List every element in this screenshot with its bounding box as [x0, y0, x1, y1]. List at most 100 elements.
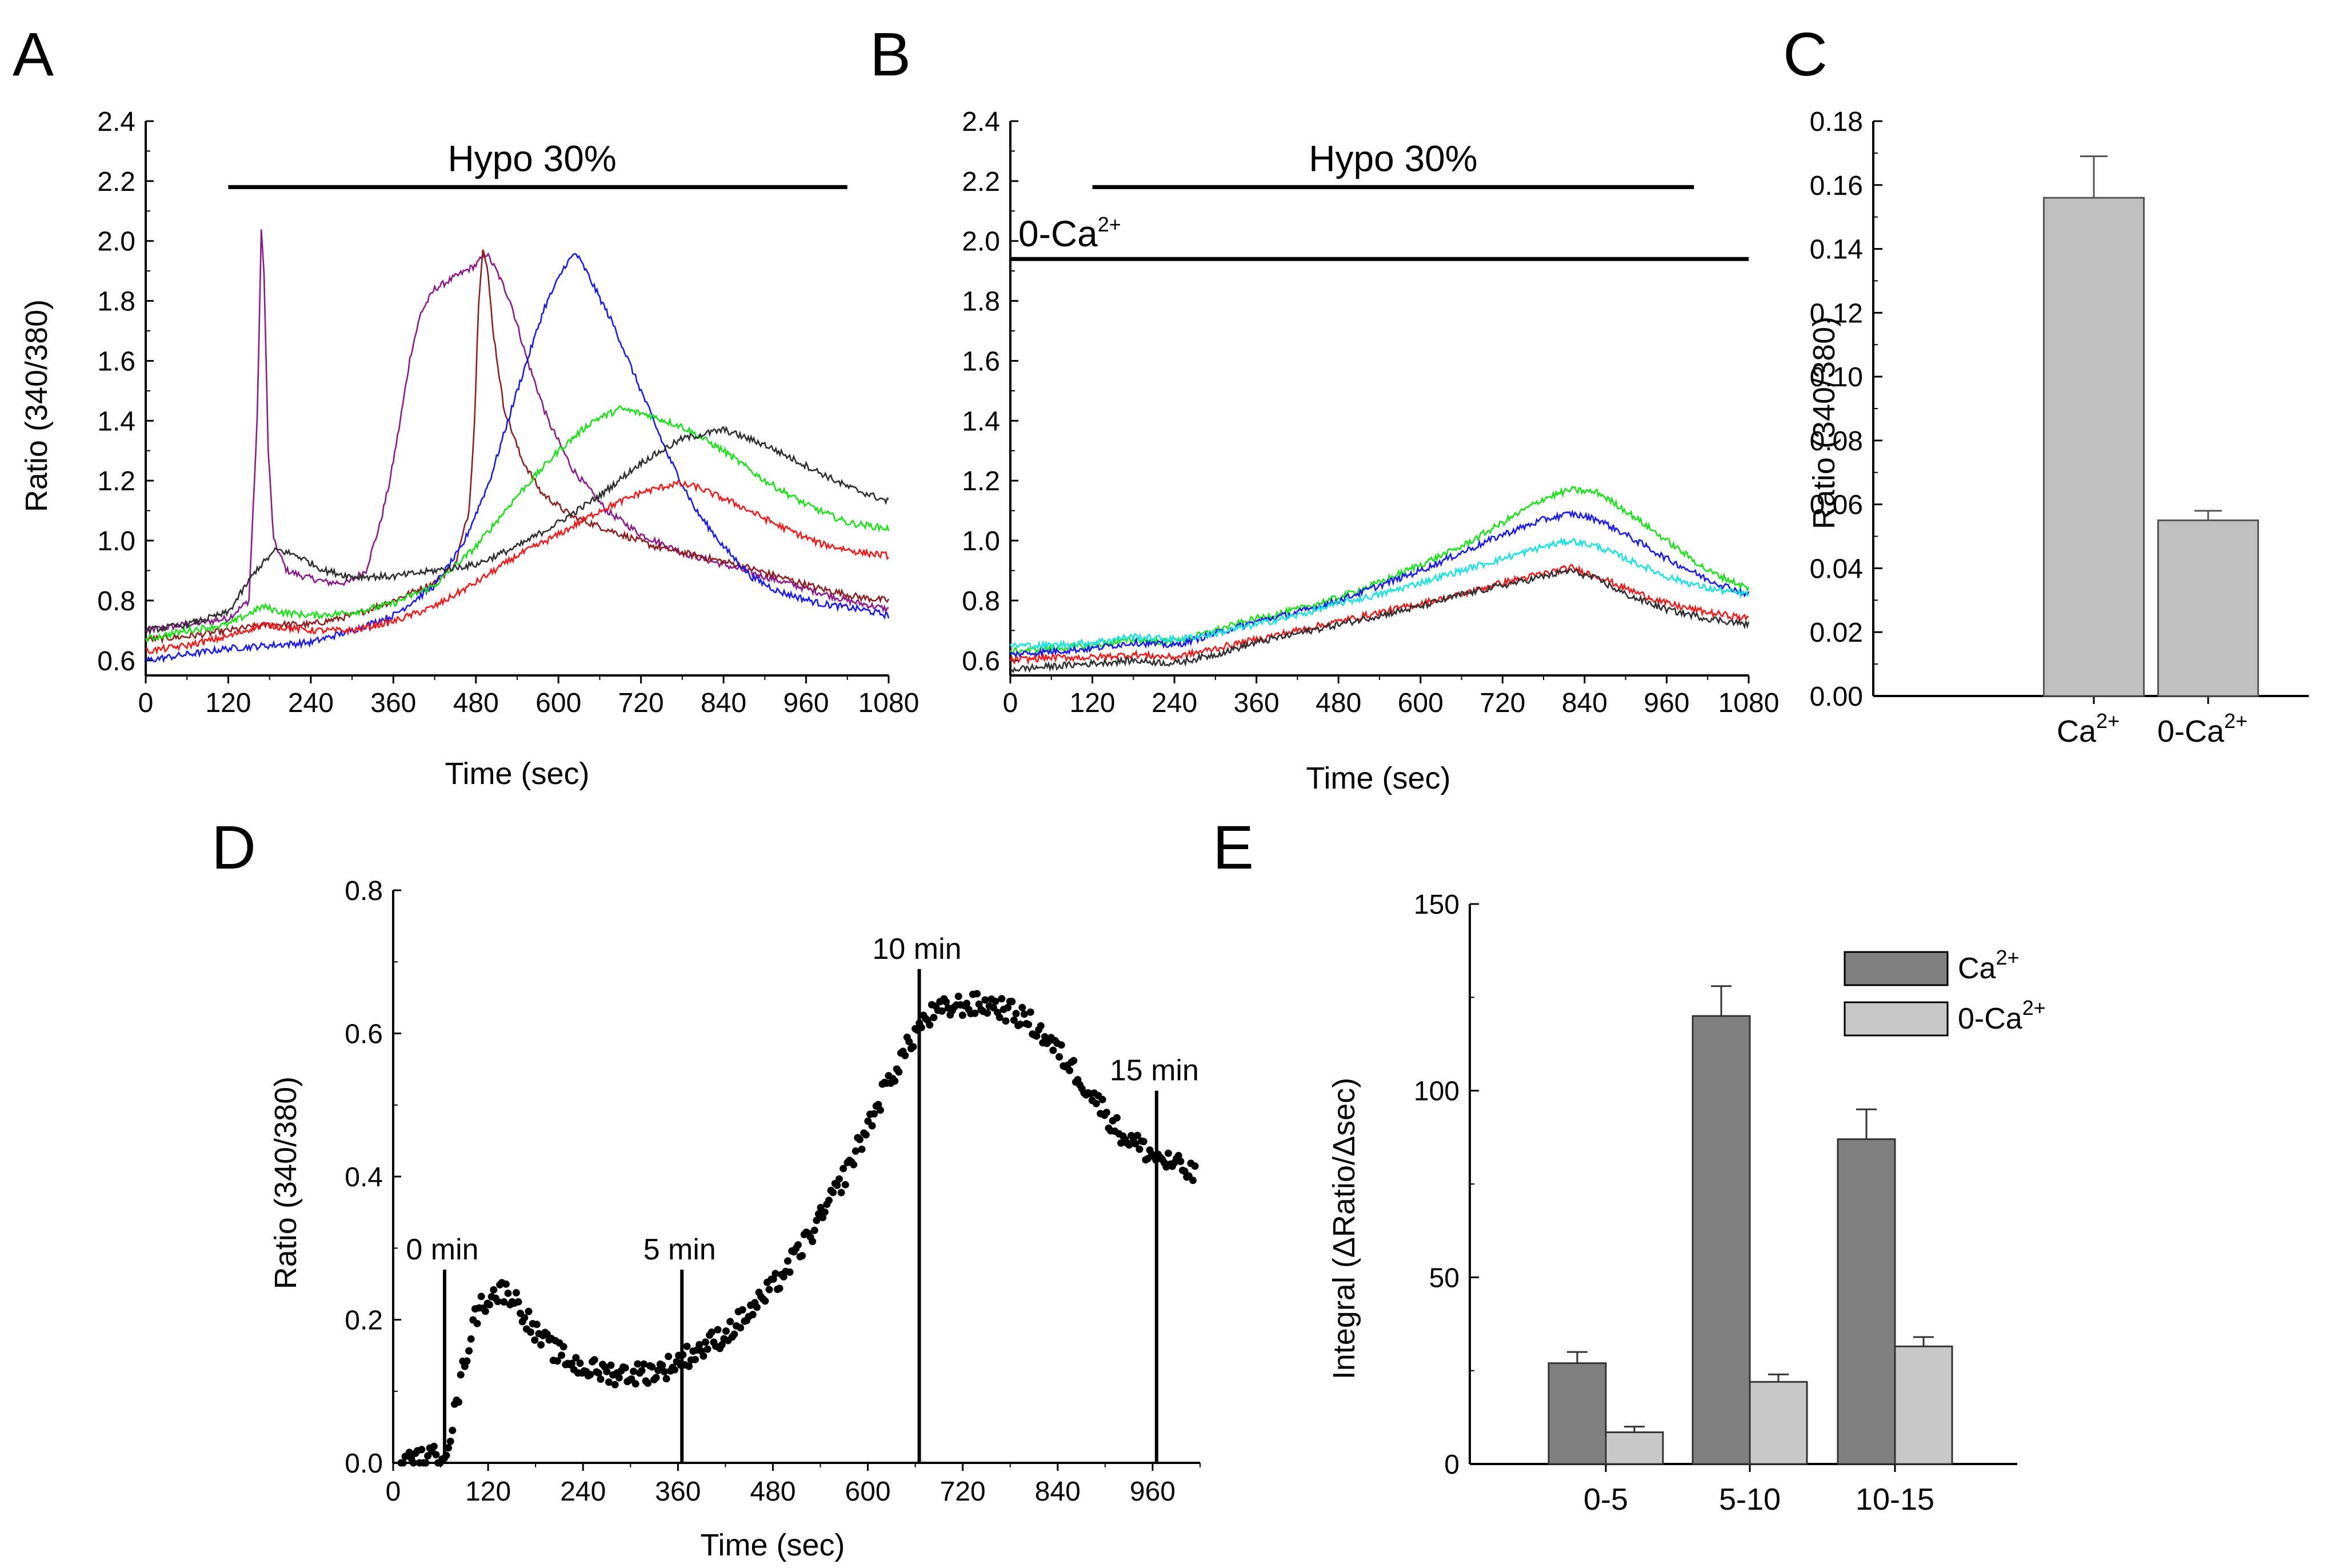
panel-e-bar: [1692, 1015, 1751, 1465]
panel-d-xlabel: Time (sec): [701, 1528, 845, 1562]
panel-letter-e: E: [1213, 813, 1254, 882]
panel-d-point: [856, 1135, 863, 1143]
panel-a-series-black: [145, 426, 889, 636]
panel-e-y-tick-label: 100: [1414, 1077, 1460, 1107]
panel-d-scatter-chart: 0 120 240 360 480 600 720 840 960 0.0 0.2 0.4 0.6 0.8…: [269, 876, 1201, 1562]
panel-a-line-chart: 0 120 240 360 480 600 720 840 960 1080 0.6 0.8 1.0 1.…: [19, 107, 919, 791]
panel-d-x-tick-label: 480: [750, 1477, 795, 1507]
panel-d-point: [703, 1345, 711, 1353]
panel-c-y-tick-label: 0.04: [1810, 554, 1863, 584]
panel-d-point: [938, 1007, 946, 1015]
panel-b-x-tick-label: 360: [1234, 688, 1280, 718]
panel-d-point: [638, 1367, 646, 1375]
panel-b-x-tick-label: 840: [1562, 688, 1608, 718]
panel-d-point: [813, 1217, 821, 1225]
panel-d-point: [707, 1328, 715, 1336]
panel-d-y-tick-label: 0.2: [345, 1306, 383, 1336]
panel-c-y-tick-label: 0.10: [1810, 362, 1863, 393]
panel-d-point: [665, 1353, 673, 1361]
panel-d-point: [835, 1175, 843, 1183]
panel-d-x-tick-label: 840: [1035, 1477, 1081, 1507]
panel-d-point: [771, 1270, 779, 1278]
panel-d-point: [603, 1367, 611, 1375]
panel-d-point: [457, 1371, 465, 1379]
panel-d-point: [652, 1374, 660, 1382]
panel-a-x-tick-label: 1080: [858, 688, 919, 718]
panel-d-point: [399, 1459, 407, 1467]
panel-d-point: [1135, 1145, 1143, 1153]
panel-d-point: [486, 1301, 494, 1309]
panel-d-point: [654, 1366, 662, 1374]
panel-d-point: [525, 1307, 533, 1315]
panel-a-ylabel: Ratio (340/380): [19, 299, 54, 512]
panel-b-hypo-label: Hypo 30%: [1309, 138, 1477, 179]
panel-e-bar: [1749, 1381, 1808, 1465]
panel-e-y-tick-label: 150: [1414, 890, 1460, 920]
panel-d-point: [671, 1366, 678, 1374]
panel-d-point: [1092, 1099, 1100, 1107]
panel-d-point: [702, 1338, 709, 1346]
panel-d-point: [683, 1342, 691, 1350]
panel-d-point: [500, 1298, 508, 1306]
panel-e-bar: [1894, 1345, 1953, 1465]
panel-e-x-tick-label: 5-10: [1719, 1482, 1781, 1517]
panel-b-y-tick-label: 1.0: [962, 526, 1000, 557]
panel-d-point: [1189, 1177, 1197, 1185]
panel-d-point: [661, 1368, 668, 1375]
panel-d-point: [851, 1147, 859, 1155]
panel-c-y-tick-label: 0.06: [1810, 490, 1863, 521]
panel-d-point: [998, 995, 1006, 1003]
panel-d-point: [640, 1360, 648, 1368]
panel-d-point: [909, 1043, 917, 1051]
panel-d-x-tick-label: 360: [655, 1477, 701, 1507]
panel-a-y-tick-label: 0.6: [97, 646, 135, 677]
panel-c-y-tick-label: 0.02: [1810, 618, 1863, 648]
panel-a-x-tick-label: 600: [535, 688, 581, 718]
panel-d-point: [1139, 1138, 1147, 1146]
panel-a-series-blue: [145, 253, 890, 663]
panel-a-axes: 0 120 240 360 480 600 720 840 960 1080 0.6 0.8 1.0 1.…: [97, 107, 919, 718]
legend-swatch-0ca: [1844, 1001, 1949, 1037]
panel-d-point: [1004, 1003, 1012, 1011]
panel-b-0ca-main: 0-Ca: [1018, 213, 1098, 254]
panel-d-point: [455, 1398, 463, 1406]
panel-c-y-tick-label: 0.18: [1810, 107, 1863, 137]
panel-d-point: [991, 997, 999, 1005]
panel-d-point: [465, 1347, 473, 1355]
panel-e-ylabel: Integral (ΔRatio/Δsec): [1327, 1078, 1361, 1379]
panel-d-point: [973, 990, 981, 998]
panel-d-point: [611, 1381, 619, 1389]
panel-d-point: [634, 1360, 642, 1368]
panel-a-annotations: Hypo 30%: [228, 138, 847, 189]
panel-b-x-tick-label: 120: [1070, 688, 1115, 718]
panel-a-y-tick-label: 1.8: [97, 287, 135, 317]
panel-b-y-tick-label: 2.0: [962, 227, 1000, 257]
panel-d-points: [397, 990, 1199, 1467]
panel-c-x-tick-label: Ca2+: [2057, 709, 2120, 749]
panel-d-point: [841, 1181, 849, 1189]
panel-d-y-tick-label: 0.6: [345, 1019, 383, 1050]
panel-d-point: [749, 1311, 757, 1318]
panel-letter-d: D: [211, 813, 256, 882]
panel-c-bar: [2043, 197, 2145, 697]
panel-d-point: [1070, 1057, 1078, 1065]
panel-d-point: [607, 1361, 615, 1369]
panel-b-x-tick-label: 0: [1003, 688, 1018, 718]
panel-d-point: [418, 1446, 426, 1454]
panel-b-y-tick-label: 1.6: [962, 346, 1000, 377]
panel-d-point: [1057, 1041, 1065, 1049]
panel-d-point: [586, 1371, 594, 1378]
panel-d-y-tick-label: 0.8: [345, 876, 383, 906]
panel-d-ylabel: Ratio (340/380): [269, 1077, 303, 1289]
panel-a-xlabel: Time (sec): [445, 757, 590, 791]
panel-d-point: [605, 1378, 613, 1386]
panel-b-axes: 0 120 240 360 480 600 720 840 960 1080 0.6 0.8 1.0 1.…: [962, 107, 1779, 718]
panel-b-series-red: [1009, 564, 1749, 666]
panel-a-x-tick-label: 360: [370, 688, 416, 718]
panel-d-point: [833, 1181, 841, 1189]
panel-a-x-tick-label: 120: [205, 688, 251, 718]
panel-a-y-tick-label: 2.2: [97, 167, 135, 197]
panel-a-y-tick-label: 1.0: [97, 526, 135, 557]
panel-d-point: [527, 1328, 535, 1336]
